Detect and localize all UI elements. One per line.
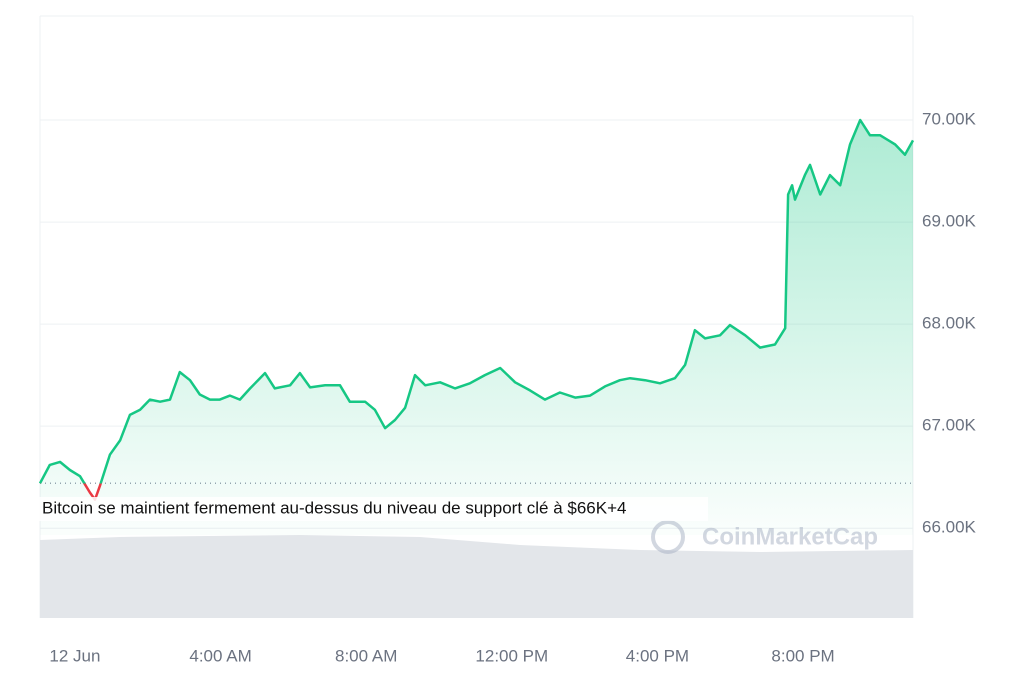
x-tick-label: 12 Jun <box>49 646 100 665</box>
watermark-logo <box>651 520 685 554</box>
x-tick-label: 12:00 PM <box>475 646 548 665</box>
x-tick-label: 4:00 PM <box>626 646 689 665</box>
y-tick-label: 70.00K <box>922 110 977 129</box>
watermark-text: CoinMarketCap <box>702 523 878 550</box>
annotation: Bitcoin se maintient fermement au-dessus… <box>42 498 626 517</box>
x-tick-label: 8:00 AM <box>335 646 397 665</box>
y-tick-label: 68.00K <box>922 314 977 333</box>
y-tick-label: 69.00K <box>922 212 977 231</box>
y-tick-label: 67.00K <box>922 416 977 435</box>
x-tick-label: 8:00 PM <box>771 646 834 665</box>
volume-area <box>40 535 913 618</box>
price-line <box>38 118 915 501</box>
x-tick-label: 4:00 AM <box>189 646 251 665</box>
marks <box>38 118 915 535</box>
annotation-bg <box>38 497 708 521</box>
y-tick-label: 66.00K <box>922 518 977 537</box>
watermark: CoinMarketCap <box>651 520 878 554</box>
price-area <box>40 120 913 535</box>
